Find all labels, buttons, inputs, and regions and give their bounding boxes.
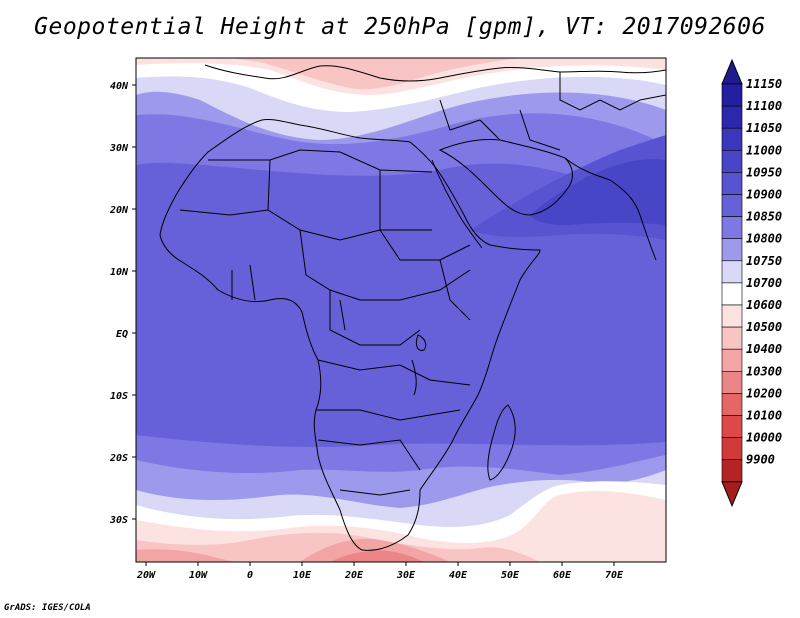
colorbar-label: 10100	[746, 409, 782, 423]
colorbar-segment	[721, 393, 743, 416]
colorbar-segment	[721, 172, 743, 195]
colorbar-segment	[721, 127, 743, 151]
colorbar-label: 10800	[746, 232, 782, 246]
x-axis-label: 20W	[136, 570, 156, 581]
colorbar-label: 10900	[746, 188, 782, 202]
x-axis-ticks	[145, 562, 615, 566]
y-axis-label: 10S	[110, 391, 128, 402]
y-axis-ticks	[132, 84, 136, 520]
colorbar-segment	[721, 260, 743, 284]
colorbar-segment	[721, 415, 743, 438]
y-axis-label: 40N	[110, 81, 129, 92]
colorbar-segment	[721, 304, 743, 328]
colorbar-top-arrow	[721, 58, 743, 85]
colorbar-segment	[721, 150, 743, 173]
x-axis-label: 10E	[293, 570, 312, 581]
colorbar-label: 10700	[746, 276, 782, 290]
y-axis-label: 10N	[110, 267, 129, 278]
colorbar-segment	[721, 370, 743, 394]
y-axis-label: 30N	[109, 143, 129, 154]
x-axis-label: 70E	[605, 570, 624, 581]
colorbar-segment	[721, 459, 743, 483]
x-axis-label: 40E	[449, 570, 468, 581]
colorbar-label: 9900	[746, 453, 775, 467]
colorbar-bottom-arrow	[721, 481, 743, 508]
geopotential-field	[136, 58, 666, 562]
colorbar-label: 10600	[746, 298, 782, 312]
x-axis-label: 20E	[344, 570, 364, 581]
x-axis-label: 0	[247, 570, 253, 581]
colorbar-segment	[721, 216, 743, 240]
y-axis-labels: 40N 30N 20N 10N EQ 10S 20S 30S	[109, 81, 129, 526]
colorbar-label: 11150	[746, 77, 782, 91]
x-axis-label: 10W	[189, 570, 208, 581]
x-axis-label: 50E	[501, 570, 520, 581]
colorbar-segment	[721, 348, 743, 372]
colorbar-label: 10300	[746, 364, 782, 378]
x-axis-label: 30E	[396, 570, 416, 581]
colorbar: 11150 11100 11050 11000 10950 10900 10850 10800…	[721, 58, 782, 508]
colorbar-segment	[721, 105, 743, 129]
colorbar-segment	[721, 282, 743, 306]
colorbar-label: 11100	[746, 99, 782, 113]
colorbar-label: 10400	[746, 342, 782, 356]
colorbar-segment	[721, 194, 743, 217]
x-axis-label: 60E	[553, 570, 572, 581]
colorbar-label: 10750	[746, 254, 782, 268]
colorbar-segment	[721, 238, 743, 262]
colorbar-label: 11050	[746, 121, 782, 135]
colorbar-label: 10850	[746, 210, 782, 224]
colorbar-label: 11000	[746, 143, 782, 157]
colorbar-label: 10500	[746, 320, 782, 334]
colorbar-label: 10000	[746, 431, 782, 445]
x-axis-labels: 20W 10W 0 10E 20E 30E 40E 50E 60E 70E	[136, 570, 624, 581]
credit-text: GrADS: IGES/COLA	[4, 603, 91, 613]
colorbar-segment	[721, 83, 743, 107]
y-axis-label: EQ	[116, 329, 128, 340]
colorbar-label: 10200	[746, 386, 782, 400]
y-axis-label: 30S	[109, 515, 128, 526]
y-axis-label: 20S	[109, 453, 128, 464]
colorbar-label: 10950	[746, 165, 782, 179]
map-title: Geopotential Height at 250hPa [gpm], VT:…	[34, 14, 766, 40]
colorbar-segment	[721, 437, 743, 461]
colorbar-segment	[721, 326, 743, 350]
y-axis-label: 20N	[109, 205, 129, 216]
